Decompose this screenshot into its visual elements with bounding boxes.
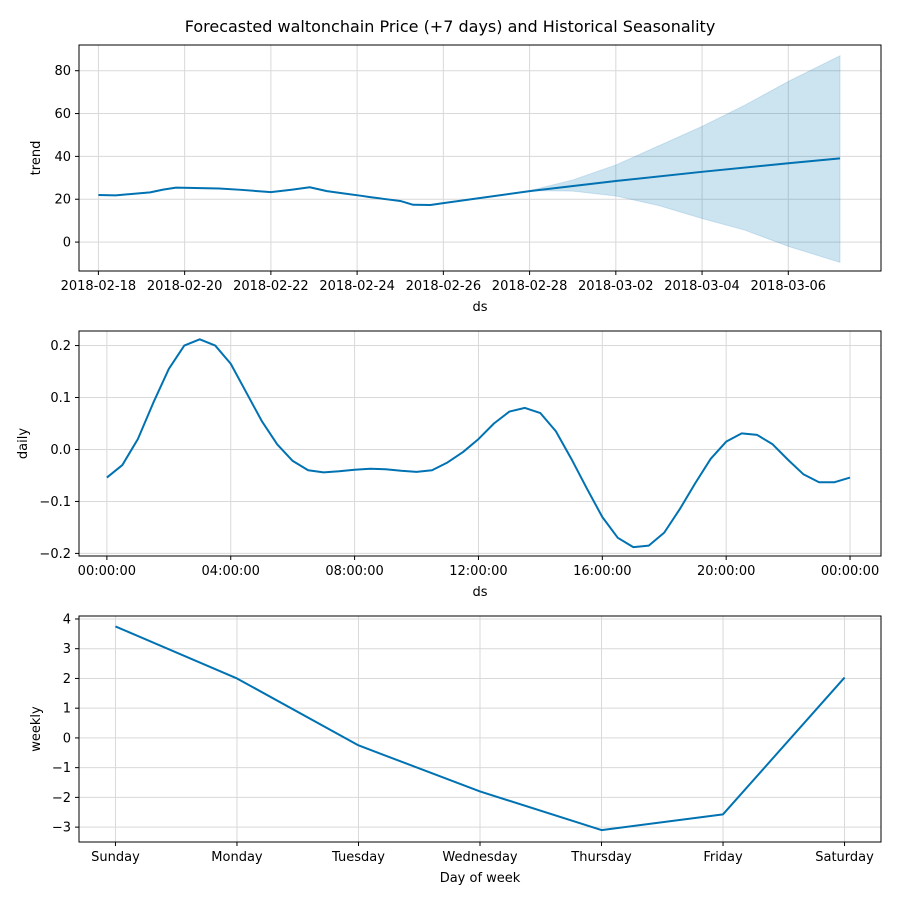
weekly-yaxis-label: weekly	[29, 706, 44, 752]
trend-xtick-label: 2018-03-06	[751, 279, 827, 294]
weekly-ytick-label: −3	[52, 821, 71, 836]
trend-xtick-label: 2018-02-20	[147, 279, 223, 294]
daily-plot-frame	[78, 330, 882, 557]
daily-xtick-label: 08:00:00	[325, 564, 383, 579]
trend-ytick-label: 60	[54, 107, 71, 122]
weekly-xtick-label: Saturday	[815, 850, 874, 865]
weekly-ytick-label: −1	[52, 761, 71, 776]
weekly-ytick-label: 2	[63, 672, 71, 687]
daily-ytick-label: 0.2	[50, 339, 71, 354]
weekly-series-line	[115, 625, 846, 832]
trend-xtick-label: 2018-02-24	[319, 279, 395, 294]
weekly-ytick-label: 3	[63, 642, 71, 657]
weekly-panel: Sunday Monday Tuesday Wednesday Thursday Frid…	[29, 612, 882, 886]
daily-xtick-label: 00:00:00	[78, 564, 136, 579]
daily-series-line	[106, 338, 851, 549]
weekly-xtick-label: Wednesday	[442, 850, 518, 865]
weekly-xtick-label: Friday	[703, 850, 743, 865]
daily-xtick-label: 00:00:00	[821, 564, 879, 579]
trend-ytick-label: 40	[54, 150, 71, 165]
daily-xaxis-label: ds	[472, 585, 487, 600]
trend-uncertainty-band	[529, 54, 841, 264]
weekly-xaxis-label: Day of week	[440, 871, 521, 886]
trend-xtick-label: 2018-03-04	[664, 279, 740, 294]
weekly-xtick-label: Sunday	[91, 850, 140, 865]
daily-xtick-label: 20:00:00	[697, 564, 755, 579]
trend-xtick-label: 2018-03-02	[578, 279, 654, 294]
trend-xaxis-label: ds	[472, 300, 487, 315]
trend-yaxis-label: trend	[29, 141, 44, 176]
trend-ytick-label: 0	[63, 236, 71, 251]
weekly-xtick-label: Monday	[211, 850, 263, 865]
trend-ytick-label: 20	[54, 193, 71, 208]
trend-xtick-label: 2018-02-28	[492, 279, 568, 294]
daily-ytick-label: −0.1	[39, 495, 71, 510]
weekly-ytick-label: 4	[63, 612, 71, 627]
daily-ytick-label: 0.0	[50, 443, 71, 458]
daily-xtick-label: 04:00:00	[202, 564, 260, 579]
daily-yaxis-label: daily	[16, 428, 31, 459]
trend-plot-frame	[78, 44, 882, 272]
daily-ytick-label: 0.1	[50, 391, 71, 406]
weekly-ytick-label: 1	[63, 702, 71, 717]
weekly-ytick-label: 0	[63, 731, 71, 746]
weekly-xtick-label: Thursday	[570, 850, 632, 865]
weekly-ytick-label: −2	[52, 791, 71, 806]
daily-xtick-label: 12:00:00	[449, 564, 507, 579]
daily-panel: 00:00:00 04:00:00 08:00:00 12:00:00 16:00:00…	[16, 330, 882, 600]
trend-xtick-label: 2018-02-22	[233, 279, 309, 294]
trend-xtick-label: 2018-02-18	[61, 279, 137, 294]
trend-panel: 2018-02-18 2018-02-20 2018-02-22 2018-02-24…	[29, 44, 882, 315]
weekly-xtick-label: Tuesday	[331, 850, 385, 865]
trend-xtick-label: 2018-02-26	[406, 279, 482, 294]
daily-ytick-label: −0.2	[39, 547, 71, 562]
trend-ytick-label: 80	[54, 64, 71, 79]
trend-series-line	[98, 157, 841, 207]
figure-title: Forecasted waltonchain Price (+7 days) a…	[185, 17, 716, 36]
daily-xtick-label: 16:00:00	[573, 564, 631, 579]
